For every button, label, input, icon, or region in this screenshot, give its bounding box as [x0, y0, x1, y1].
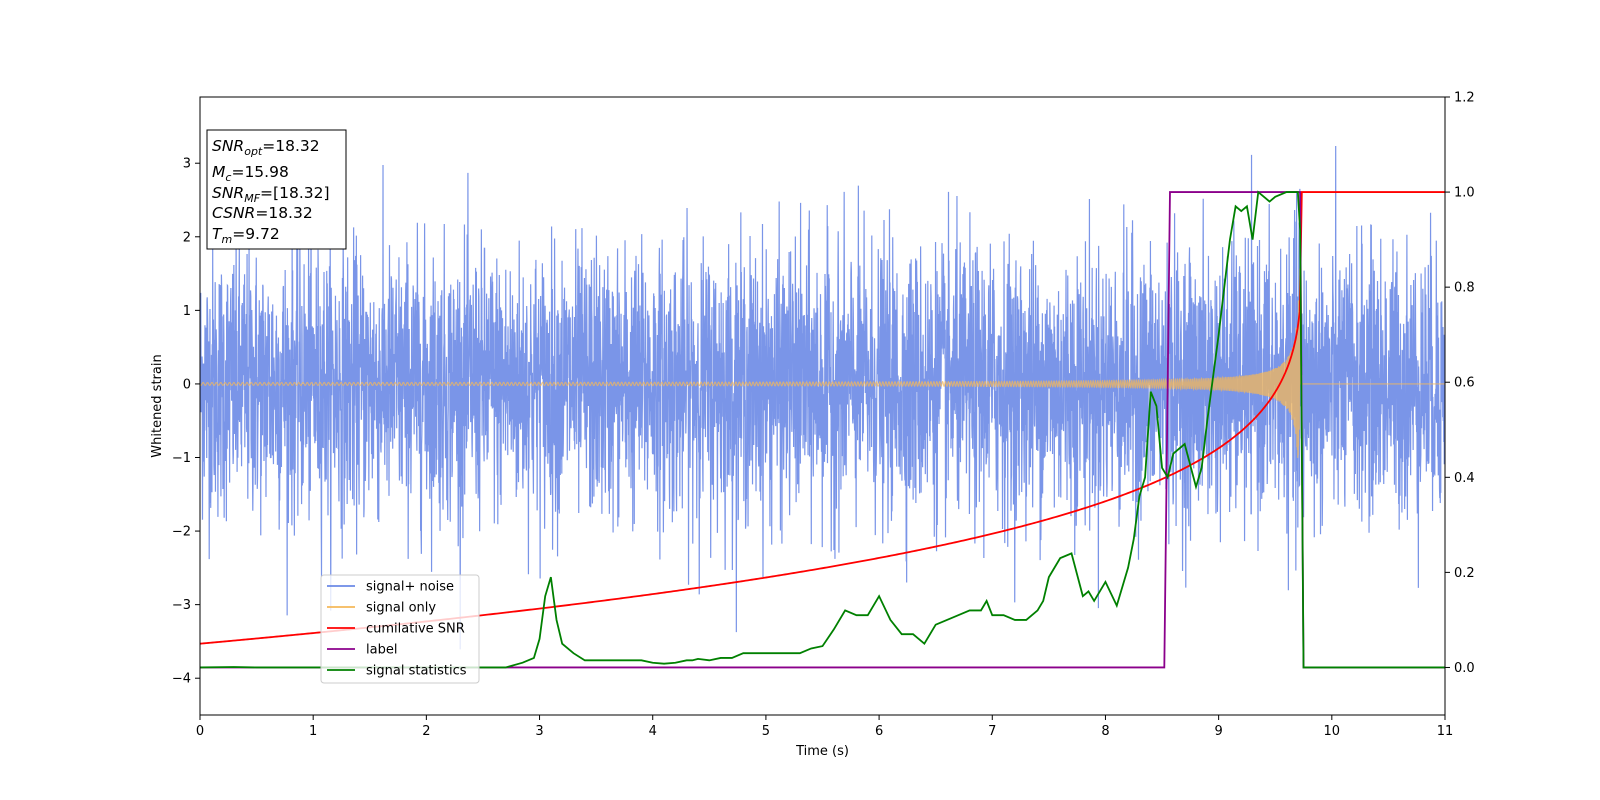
- x-tick-label: 5: [762, 724, 770, 739]
- y-right-tick-label: 0.8: [1454, 281, 1475, 296]
- x-tick-label: 1: [309, 724, 317, 739]
- y-right-tick-label: 0.4: [1454, 471, 1475, 486]
- axis-labels: Time (s) Whitened strain: [150, 354, 849, 759]
- x-tick-label: 0: [196, 724, 204, 739]
- axes: 0 1 2 3 4 5 6 7 8 9 10 11 −4 −3 −2 −1 0 1 2 3 0.0 0.2 0.4 0.6 0.…: [172, 91, 1475, 740]
- x-tick-label: 7: [988, 724, 996, 739]
- axes-frame: [199, 96, 1446, 716]
- mc-value: 15.98: [244, 163, 288, 181]
- x-tick-label: 9: [1214, 724, 1222, 739]
- tm-value: 9.72: [245, 225, 280, 243]
- series-signal-statistics-line: [200, 190, 1445, 669]
- series-signal-only-line: [200, 268, 1445, 458]
- x-tick-label: 10: [1324, 724, 1341, 739]
- series-signal-noise-line: [200, 145, 1445, 650]
- csnr-text: CSNR=18.32: [212, 204, 313, 222]
- x-tick-label: 3: [535, 724, 543, 739]
- info-box: SNRopt=18.32 Mc=15.98 SNRMF=[18.32] CSNR…: [206, 129, 347, 250]
- x-tick-label: 8: [1101, 724, 1109, 739]
- y-left-tick-label: 1: [183, 304, 191, 319]
- snr-opt-text: SNRopt=18.32: [212, 137, 320, 158]
- y-left-tick-label: 0: [183, 377, 191, 392]
- snr-mf-value: [18.32]: [273, 184, 329, 202]
- y-left-tick-label: −1: [172, 451, 191, 466]
- legend-label: signal+ noise: [366, 580, 454, 595]
- x-tick-label: 11: [1437, 724, 1454, 739]
- y-right-tick-label: 0.2: [1454, 566, 1475, 581]
- legend: signal+ noise signal only cumilative SNR la…: [320, 574, 480, 684]
- y-axis-label: Whitened strain: [150, 354, 165, 457]
- y-left-tick-label: 2: [183, 230, 191, 245]
- info-box-frame: [206, 129, 347, 250]
- legend-frame: [320, 574, 480, 684]
- y-left-tick-label: 3: [183, 157, 191, 172]
- x-tick-label: 4: [649, 724, 657, 739]
- legend-label: signal statistics: [366, 664, 467, 679]
- y-right-tick-label: 1.0: [1454, 186, 1475, 201]
- snr-opt-value: 18.32: [275, 137, 319, 155]
- y-left-tick-label: −2: [172, 525, 191, 540]
- csnr-value: 18.32: [268, 204, 312, 222]
- x-tick-label: 6: [875, 724, 883, 739]
- y-right-tick-label: 0.6: [1454, 376, 1475, 391]
- legend-label: signal only: [366, 601, 436, 616]
- x-tick-label: 2: [422, 724, 430, 739]
- legend-label: label: [366, 643, 397, 658]
- y-left-tick-label: −4: [172, 672, 191, 687]
- tm-text: Tm=9.72: [212, 225, 280, 246]
- mc-text: Mc=15.98: [212, 163, 289, 184]
- legend-label: cumilative SNR: [366, 622, 465, 637]
- y-right-tick-label: 1.2: [1454, 91, 1475, 106]
- y-left-tick-label: −3: [172, 598, 191, 613]
- snr-mf-text: SNRMF=[18.32]: [212, 184, 330, 205]
- y-right-tick-label: 0.0: [1454, 661, 1475, 676]
- x-axis-label: Time (s): [795, 744, 849, 759]
